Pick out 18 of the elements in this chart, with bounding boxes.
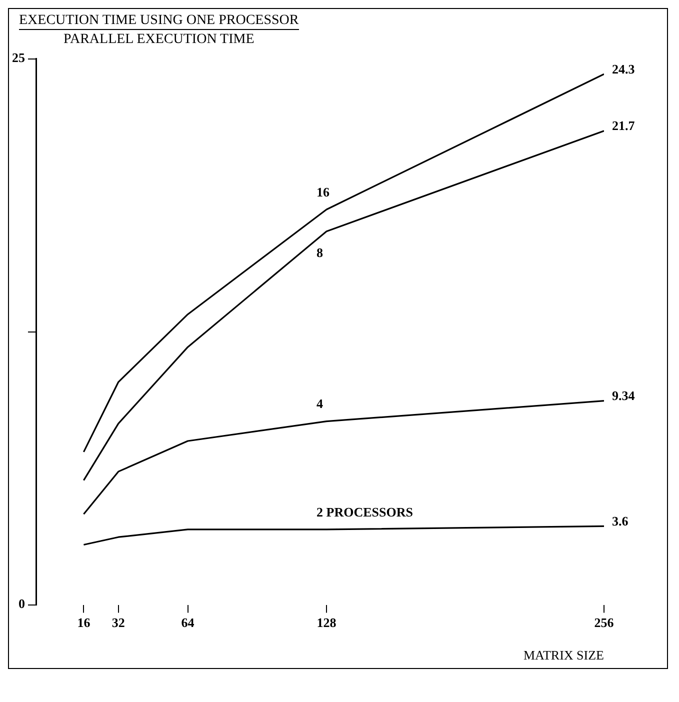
- y-tick-label: 0: [18, 596, 25, 612]
- data-label: 9.34: [612, 388, 636, 404]
- x-tick-label: 256: [594, 614, 614, 630]
- data-label: 21.7: [612, 118, 636, 134]
- x-tick-label: 64: [181, 614, 195, 630]
- y-tick-label: 25: [12, 50, 26, 66]
- series-label: 2 PROCESSORS: [316, 504, 413, 520]
- x-tick-label: 32: [112, 614, 125, 630]
- x-tick-label: 16: [77, 614, 91, 630]
- series-label: 8: [316, 245, 324, 260]
- data-label: 24.3: [612, 61, 636, 76]
- chart-title: EXECUTION TIME USING ONE PROCESSOR: [19, 13, 299, 29]
- series-label: 4: [316, 396, 324, 412]
- x-tick-label: 128: [316, 614, 337, 630]
- data-label: 3.6: [612, 514, 629, 529]
- series-label: 16: [316, 184, 330, 200]
- chart-subtitle: PARALLEL EXECUTION TIME: [19, 29, 299, 48]
- x-axis-title: MATRIX SIZE: [523, 648, 604, 663]
